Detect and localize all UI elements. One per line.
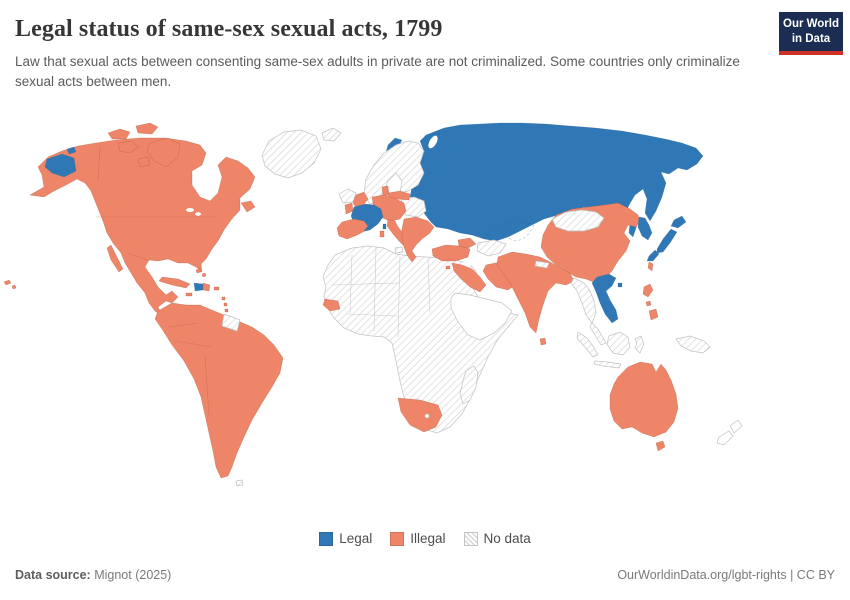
map-region-falkland[interactable]	[235, 479, 244, 487]
map-region-hainan[interactable]	[617, 282, 623, 288]
legend-label-illegal: Illegal	[410, 531, 446, 546]
map-region-india[interactable]	[496, 251, 575, 334]
legend-item-no-data[interactable]: No data	[463, 531, 531, 546]
map-region-anatolia[interactable]	[431, 244, 471, 262]
data-source: Data source: Mignot (2025)	[15, 568, 171, 582]
north-america-borders	[96, 146, 216, 262]
legend-item-illegal[interactable]: Illegal	[390, 531, 446, 546]
legend-label-no-data: No data	[483, 531, 531, 546]
map-region-balkans[interactable]	[401, 216, 435, 263]
map-region-svalbard[interactable]	[321, 127, 342, 142]
map-region-madagascar[interactable]	[459, 365, 479, 405]
illegal-swatch	[390, 531, 405, 546]
map-region-guianas[interactable]	[221, 313, 241, 332]
great-lake-east	[195, 212, 201, 216]
map-region-caucasus[interactable]	[457, 237, 477, 249]
map-region-tasmania[interactable]	[655, 440, 666, 452]
map-region-haiti[interactable]	[193, 282, 204, 292]
legend-label-legal: Legal	[339, 531, 373, 546]
map-region-nepal[interactable]	[534, 260, 550, 269]
map-region-taiwan[interactable]	[647, 261, 654, 272]
map-region-borneo[interactable]	[606, 331, 631, 356]
map-region-hawaii[interactable]	[3, 279, 17, 290]
chart-footer: Data source: Mignot (2025) OurWorldinDat…	[15, 568, 835, 582]
map-region-cyprus[interactable]	[445, 265, 451, 270]
map-region-central-asia-south[interactable]	[476, 239, 507, 257]
map-region-iceland[interactable]	[338, 188, 357, 204]
map-region-sumatra[interactable]	[576, 331, 599, 358]
russia-internal-borders	[483, 221, 535, 241]
map-region-java[interactable]	[593, 360, 622, 369]
lesotho-enclave	[424, 413, 430, 419]
map-region-vietnam[interactable]	[591, 273, 619, 324]
map-region-australia[interactable]	[609, 361, 679, 438]
world-map-container	[0, 115, 850, 530]
map-region-sardinia[interactable]	[379, 230, 385, 238]
map-region-new-zealand[interactable]	[716, 419, 743, 446]
map-region-levant-iraq[interactable]	[451, 262, 487, 293]
map-region-arabia[interactable]	[450, 292, 513, 341]
chart-subtitle: Law that sexual acts between consenting …	[15, 54, 740, 90]
map-region-denmark[interactable]	[381, 185, 390, 197]
map-region-korea[interactable]	[637, 216, 653, 241]
map-region-senegambia[interactable]	[322, 298, 341, 312]
attribution-link[interactable]: OurWorldinData.org/lgbt-rights | CC BY	[617, 568, 835, 582]
map-region-greenland[interactable]	[261, 129, 322, 179]
map-legend: Legal Illegal No data	[0, 531, 850, 546]
map-region-corsica[interactable]	[382, 223, 387, 230]
map-region-arctic-islands[interactable]	[107, 122, 181, 168]
south-america-borders	[167, 322, 213, 416]
map-region-japan[interactable]	[646, 215, 687, 262]
map-region-sicily[interactable]	[394, 246, 404, 254]
owid-logo-line1: Our World	[783, 18, 840, 30]
world-map[interactable]	[0, 115, 850, 530]
page-title: Legal status of same-sex sexual acts, 17…	[15, 16, 443, 42]
map-region-iberia[interactable]	[336, 218, 369, 240]
map-region-newfoundland[interactable]	[240, 200, 256, 213]
legal-swatch	[319, 531, 334, 546]
owid-logo[interactable]: Our World in Data	[779, 12, 843, 55]
map-region-russian-alaska[interactable]	[44, 146, 77, 178]
africa-country-borders	[331, 247, 471, 338]
map-region-north-america[interactable]	[29, 137, 256, 327]
map-region-malay[interactable]	[589, 322, 607, 346]
map-region-cape-colony[interactable]	[397, 397, 443, 433]
map-region-sulawesi[interactable]	[634, 335, 645, 354]
map-region-baja[interactable]	[106, 244, 124, 273]
map-region-new-guinea[interactable]	[675, 335, 711, 354]
data-source-label: Data source:	[15, 568, 91, 582]
map-region-caribbean-islands[interactable]	[185, 268, 229, 313]
map-region-mongolia[interactable]	[551, 209, 605, 232]
map-region-scandinavia[interactable]	[363, 140, 425, 206]
map-region-philippines[interactable]	[642, 283, 659, 321]
no-data-swatch	[463, 531, 478, 546]
legend-item-legal[interactable]: Legal	[319, 531, 372, 546]
map-region-sri-lanka[interactable]	[539, 337, 547, 346]
white-sea	[428, 135, 438, 149]
map-region-cuba[interactable]	[158, 276, 191, 289]
great-lake-west	[186, 208, 194, 212]
black-sea	[434, 232, 456, 246]
map-region-santo-domingo[interactable]	[202, 282, 211, 292]
owid-logo-line2: in Data	[791, 32, 831, 45]
data-source-value: Mignot (2025)	[90, 568, 172, 582]
